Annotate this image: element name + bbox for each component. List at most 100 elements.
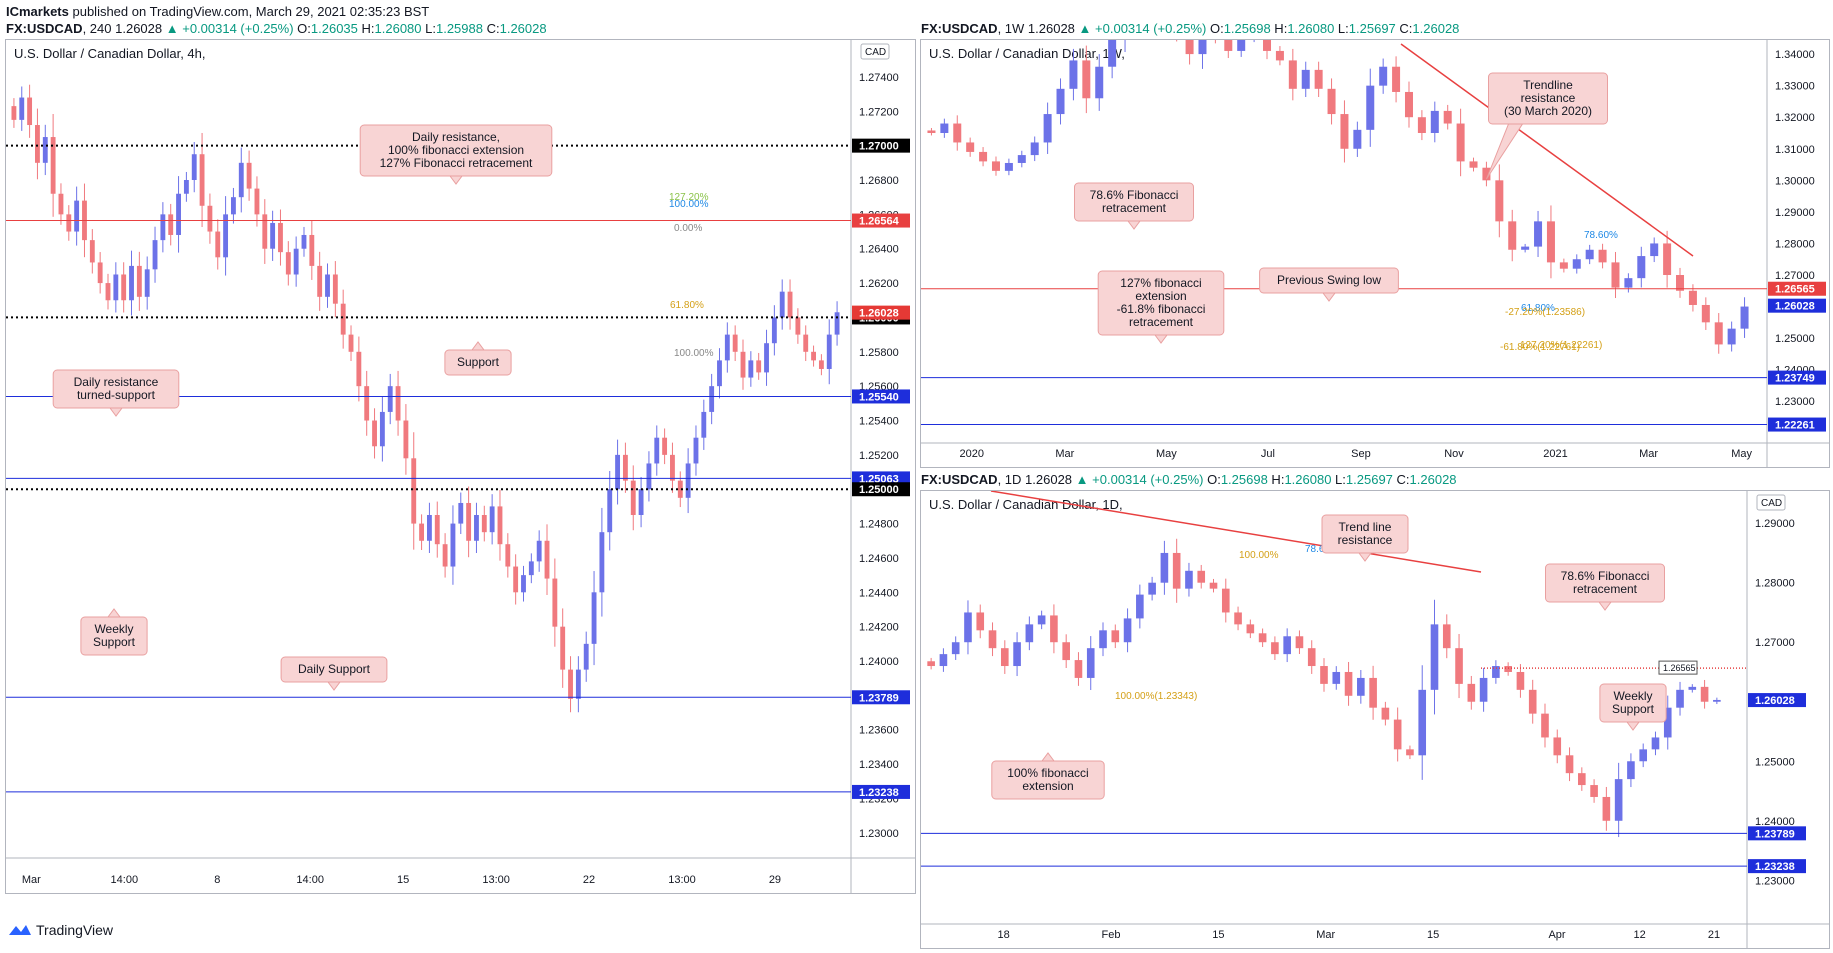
publish-info: published on TradingView.com, March 29, … — [68, 4, 430, 19]
w1-callout-box — [1488, 72, 1608, 125]
d1-candle-body — [1283, 636, 1291, 655]
h4-callout-text: Daily resistance, — [412, 130, 500, 144]
h4-candle-body — [426, 515, 432, 541]
h4-callout-text: Daily Support — [298, 662, 371, 676]
h4-candle-body — [560, 626, 566, 670]
chart-1w-svg[interactable]: U.S. Dollar / Canadian Dollar, 1W, 1.3400… — [921, 0, 1829, 467]
d1-candle-body — [1221, 588, 1230, 613]
chart-panel-1w[interactable]: U.S. Dollar / Canadian Dollar, 1W, 1.3400… — [920, 0, 1830, 468]
w1-candle-body — [1701, 304, 1710, 323]
d1-y-tick-label: 1.29000 — [1755, 518, 1795, 530]
w1-candle-body — [1263, 32, 1272, 51]
w1-trendline — [1400, 43, 1694, 257]
w1-callout-pointer — [1486, 123, 1524, 180]
chart-1d-high: 1.26080 — [1284, 472, 1332, 487]
h4-candle-body — [458, 502, 464, 524]
h4-candle-body — [262, 214, 268, 249]
d1-candle-body — [1074, 660, 1083, 678]
h4-callout-pointer — [109, 407, 123, 417]
h4-candle-body — [27, 97, 33, 126]
d1-candle-body — [1246, 624, 1255, 634]
d1-candle-body — [1565, 755, 1574, 774]
w1-chart-title: U.S. Dollar / Canadian Dollar, 1W, — [929, 46, 1125, 61]
chart-4h-open: 1.26035 — [310, 21, 358, 36]
chart-1d-last: 1.26028 — [1025, 472, 1073, 487]
w1-candle-body — [1275, 50, 1284, 61]
d1-callout-text: Trend line — [1339, 520, 1392, 534]
w1-callout-pointer — [1322, 292, 1336, 302]
h4-candle-body — [811, 351, 816, 361]
w1-x-tick-label: Sep — [1351, 448, 1371, 460]
h4-candle-body — [466, 502, 472, 541]
w1-candle-body — [1624, 278, 1633, 288]
h4-candle-body — [348, 334, 354, 352]
d1-candle-body — [1590, 785, 1598, 797]
d1-candle-body — [1344, 671, 1353, 696]
w1-x-tick-label: 2021 — [1543, 448, 1567, 460]
w1-candle-body — [1056, 88, 1065, 115]
chart-1d-close: 1.26028 — [1409, 472, 1457, 487]
h4-candle-body — [191, 154, 197, 180]
h4-candle-body — [787, 291, 793, 318]
h4-candle-body — [278, 222, 283, 253]
h4-level-tag-label: 1.26564 — [859, 216, 900, 228]
h4-x-tick-label: 22 — [583, 874, 595, 886]
d1-candle-body — [1099, 630, 1107, 649]
tradingview-logo[interactable]: TradingView — [8, 922, 113, 938]
d1-candle-body — [1516, 671, 1525, 690]
h4-candle-body — [434, 515, 440, 545]
h4-y-tick-label: 1.24600 — [859, 553, 899, 565]
d1-candle-body — [1492, 666, 1500, 678]
chart-1d-symbol-bar: FX:USDCAD, 1D 1.26028 ▲ +0.00314 (+0.25%… — [921, 472, 1457, 487]
h4-candle-body — [35, 125, 40, 163]
w1-candle-body — [1650, 243, 1659, 257]
h4-candle-body — [717, 360, 722, 387]
h4-candle-body — [826, 334, 832, 369]
d1-candle-body — [1651, 737, 1660, 750]
h4-candle-body — [325, 274, 330, 297]
chart-1w-change: ▲ +0.00314 (+0.25%) — [1078, 21, 1207, 36]
d1-candle-body — [1307, 648, 1316, 667]
d1-candle-body — [1713, 699, 1721, 702]
h4-candle-body — [779, 291, 785, 318]
w1-callout-pointer — [1154, 334, 1168, 344]
w1-candle-body — [1559, 262, 1568, 269]
d1-callout-pointer — [1041, 752, 1055, 762]
h4-level-tag — [852, 471, 910, 486]
h4-candle-body — [11, 106, 17, 120]
d1-x-tick-label: Apr — [1548, 929, 1565, 941]
chart-panel-4h[interactable]: U.S. Dollar / Canadian Dollar, 4h, CAD 1.2… — [5, 39, 916, 894]
chart-4h-svg[interactable]: U.S. Dollar / Canadian Dollar, 4h, CAD 1.2… — [6, 40, 915, 893]
w1-level-tag-label: 1.23749 — [1775, 373, 1815, 385]
chart-1w-symbol-bar: FX:USDCAD, 1W 1.26028 ▲ +0.00314 (+0.25%… — [921, 21, 1460, 36]
chart-1w-close: 1.26028 — [1412, 21, 1460, 36]
w1-level-tag-label: 1.22261 — [1775, 420, 1815, 432]
w1-candle-body — [1495, 180, 1504, 222]
chart-panel-1d[interactable]: U.S. Dollar / Canadian Dollar, 1D, CAD 1.2… — [920, 490, 1830, 949]
d1-trendline — [990, 490, 1482, 573]
h4-y-tick-label: 1.23000 — [859, 828, 899, 840]
h4-candle-body — [615, 454, 621, 490]
d1-candle-body — [1418, 689, 1427, 756]
d1-candle-body — [1381, 707, 1390, 720]
w1-candle-body — [966, 142, 975, 152]
h4-candle-body — [599, 532, 605, 593]
w1-y-tick-label: 1.30000 — [1775, 175, 1815, 187]
chart-1d-svg[interactable]: U.S. Dollar / Canadian Dollar, 1D, CAD 1.2… — [921, 490, 1829, 948]
h4-candle-body — [701, 411, 707, 438]
h4-callout-pointer — [107, 608, 121, 618]
h4-x-tick-label: 14:00 — [296, 874, 324, 886]
d1-callout-text: resistance — [1338, 533, 1393, 547]
w1-callout-pointer — [1127, 220, 1141, 230]
h4-candle-body — [521, 575, 526, 593]
d1-candle-body — [1062, 642, 1070, 661]
d1-callout-text: extension — [1022, 779, 1073, 793]
h4-level-tag — [852, 138, 910, 153]
chart-4h-high: 1.26080 — [374, 21, 422, 36]
h4-candle-body — [724, 334, 730, 361]
d1-candle-body — [1172, 552, 1181, 589]
w1-level-tag-label: 1.26565 — [1775, 284, 1815, 296]
chart-1w-last: 1.26028 — [1027, 21, 1075, 36]
h4-candle-body — [591, 592, 597, 644]
d1-candle-body — [1663, 707, 1672, 738]
